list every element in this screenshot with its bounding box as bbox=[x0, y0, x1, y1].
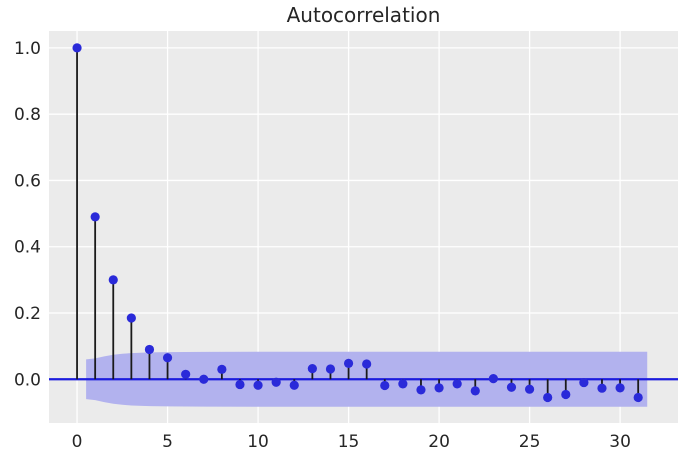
acf-marker bbox=[144, 344, 155, 355]
acf-marker bbox=[524, 384, 535, 394]
x-tick-label: 25 bbox=[519, 432, 541, 452]
acf-marker bbox=[597, 383, 607, 393]
acf-marker bbox=[470, 386, 480, 396]
x-tick-label: 20 bbox=[428, 432, 450, 452]
acf-marker bbox=[561, 389, 571, 400]
acf-marker bbox=[253, 380, 263, 390]
y-tick-labels: 0.0 0.2 0.4 0.6 0.8 1.0 bbox=[14, 39, 41, 390]
acf-marker bbox=[108, 275, 118, 285]
acf-marker bbox=[615, 383, 625, 393]
x-tick-label: 30 bbox=[609, 432, 631, 452]
acf-marker bbox=[380, 380, 390, 391]
acf-marker bbox=[199, 374, 209, 384]
acf-marker bbox=[325, 364, 336, 374]
acf-marker bbox=[90, 212, 100, 222]
acf-marker bbox=[506, 382, 517, 392]
acf-marker bbox=[416, 385, 426, 395]
acf-marker bbox=[343, 358, 354, 368]
y-tick-label: 0.8 bbox=[14, 105, 41, 125]
acf-marker bbox=[488, 373, 498, 384]
y-tick-label: 0.4 bbox=[14, 238, 41, 258]
acf-marker bbox=[181, 369, 191, 379]
chart-title: Autocorrelation bbox=[287, 3, 441, 27]
acf-marker bbox=[434, 383, 444, 393]
x-tick-label: 0 bbox=[72, 432, 83, 452]
acf-marker bbox=[162, 353, 173, 363]
acf-marker bbox=[452, 379, 462, 389]
x-tick-label: 10 bbox=[247, 432, 269, 452]
acf-marker bbox=[579, 377, 589, 388]
acf-marker bbox=[362, 359, 372, 369]
acf-marker bbox=[271, 377, 281, 387]
markers-group bbox=[72, 43, 643, 403]
y-tick-label: 0.0 bbox=[14, 370, 41, 390]
acf-marker bbox=[72, 43, 82, 53]
acf-marker bbox=[126, 313, 136, 323]
acf-marker bbox=[633, 392, 643, 403]
x-tick-label: 5 bbox=[162, 432, 173, 452]
acf-marker bbox=[235, 379, 245, 390]
acf-marker bbox=[398, 379, 408, 389]
acf-marker bbox=[307, 364, 317, 374]
acf-marker bbox=[217, 364, 227, 374]
y-tick-label: 0.6 bbox=[14, 171, 41, 191]
x-tick-label: 15 bbox=[338, 432, 360, 452]
x-tick-labels: 0 5 10 15 20 25 30 bbox=[72, 432, 631, 452]
acf-marker bbox=[543, 392, 553, 403]
y-tick-label: 0.2 bbox=[14, 304, 41, 324]
acf-marker bbox=[289, 380, 299, 390]
y-tick-label: 1.0 bbox=[14, 39, 41, 59]
